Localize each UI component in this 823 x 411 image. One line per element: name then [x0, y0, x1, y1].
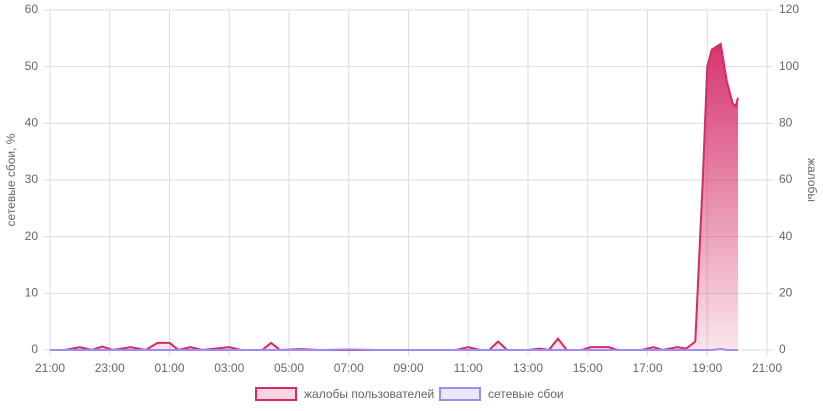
- y2-tick-label: 100: [779, 59, 799, 73]
- x-tick-label: 11:00: [454, 361, 483, 375]
- x-tick-label: 05:00: [274, 361, 304, 375]
- x-tick-label: 21:00: [35, 361, 65, 375]
- area: [50, 44, 739, 350]
- x-tick-label: 19:00: [692, 361, 722, 375]
- y2-axis-title: жалобы: [805, 158, 819, 202]
- x-tick-label: 03:00: [214, 361, 244, 375]
- legend-swatch: [439, 387, 481, 401]
- y2-tick-label: 0: [779, 342, 786, 356]
- x-tick-label: 21:00: [752, 361, 782, 375]
- y-tick-label: 50: [25, 59, 39, 73]
- y-tick-label: 40: [25, 116, 39, 130]
- x-tick-label: 23:00: [95, 361, 125, 375]
- y-tick-label: 0: [31, 342, 38, 356]
- x-tick-label: 13:00: [513, 361, 543, 375]
- x-tick-label: 01:00: [154, 361, 184, 375]
- legend-label: жалобы пользователей: [304, 387, 434, 401]
- y-tick-label: 60: [25, 2, 39, 16]
- legend-swatch: [255, 387, 297, 401]
- y-axis-title: сетевые сбои, %: [4, 133, 18, 226]
- y2-tick-label: 40: [779, 229, 793, 243]
- y2-tick-label: 20: [779, 286, 793, 300]
- line: [50, 42, 739, 352]
- line: [50, 347, 739, 351]
- y2-tick-label: 60: [779, 172, 793, 186]
- x-tick-label: 17:00: [632, 361, 662, 375]
- x-tick-label: 07:00: [334, 361, 364, 375]
- legend-label: сетевые сбои: [488, 387, 564, 401]
- y-tick-label: 10: [25, 286, 39, 300]
- x-tick-label: 09:00: [393, 361, 423, 375]
- y-tick-label: 30: [25, 172, 39, 186]
- y2-tick-label: 80: [779, 116, 793, 130]
- x-tick-label: 15:00: [573, 361, 603, 375]
- y2-tick-label: 120: [779, 2, 799, 16]
- y-tick-label: 20: [25, 229, 39, 243]
